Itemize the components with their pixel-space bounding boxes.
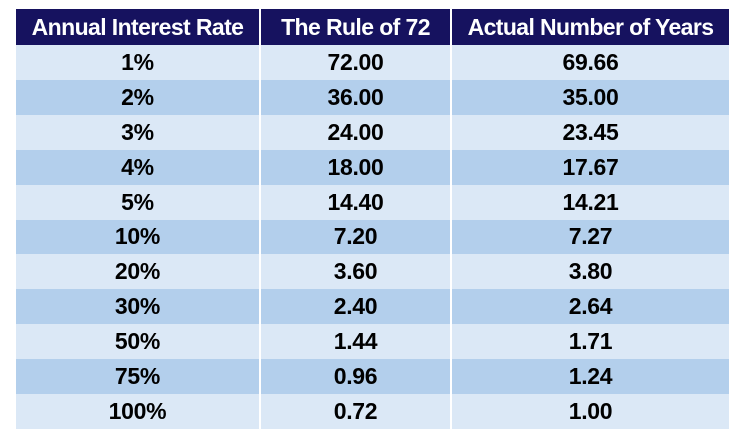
cell-interest-rate: 20% [16, 254, 261, 290]
header-rule-of-72: The Rule of 72 [261, 9, 452, 45]
cell-interest-rate: 3% [16, 114, 261, 150]
cell-rule-of-72: 24.00 [261, 114, 452, 150]
table-row: 75% 0.96 1.24 [16, 359, 729, 395]
rule-of-72-table: Annual Interest Rate The Rule of 72 Actu… [16, 9, 729, 429]
cell-actual-years: 69.66 [452, 45, 729, 80]
cell-rule-of-72: 36.00 [261, 79, 452, 115]
cell-interest-rate: 75% [16, 359, 261, 395]
cell-rule-of-72: 18.00 [261, 149, 452, 185]
table-row: 3% 24.00 23.45 [16, 114, 729, 150]
cell-rule-of-72: 1.44 [261, 324, 452, 360]
table-row: 30% 2.40 2.64 [16, 289, 729, 325]
cell-actual-years: 2.64 [452, 289, 729, 325]
cell-rule-of-72: 7.20 [261, 219, 452, 255]
cell-actual-years: 23.45 [452, 114, 729, 150]
header-annual-interest-rate: Annual Interest Rate [16, 9, 261, 45]
cell-rule-of-72: 72.00 [261, 45, 452, 80]
cell-interest-rate: 10% [16, 219, 261, 255]
cell-rule-of-72: 0.72 [261, 394, 452, 429]
table-row: 100% 0.72 1.00 [16, 394, 729, 429]
cell-rule-of-72: 0.96 [261, 359, 452, 395]
cell-rule-of-72: 14.40 [261, 184, 452, 220]
cell-interest-rate: 1% [16, 45, 261, 80]
cell-actual-years: 35.00 [452, 79, 729, 115]
table-row: 4% 18.00 17.67 [16, 149, 729, 185]
table-row: 5% 14.40 14.21 [16, 184, 729, 220]
cell-actual-years: 3.80 [452, 254, 729, 290]
header-actual-number-of-years: Actual Number of Years [452, 9, 729, 45]
cell-actual-years: 1.71 [452, 324, 729, 360]
cell-rule-of-72: 2.40 [261, 289, 452, 325]
cell-rule-of-72: 3.60 [261, 254, 452, 290]
table-header: Annual Interest Rate The Rule of 72 Actu… [16, 9, 729, 45]
cell-actual-years: 1.00 [452, 394, 729, 429]
table-row: 50% 1.44 1.71 [16, 324, 729, 360]
header-row: Annual Interest Rate The Rule of 72 Actu… [16, 9, 729, 45]
cell-interest-rate: 5% [16, 184, 261, 220]
cell-interest-rate: 50% [16, 324, 261, 360]
cell-actual-years: 14.21 [452, 184, 729, 220]
cell-interest-rate: 2% [16, 79, 261, 115]
cell-actual-years: 7.27 [452, 219, 729, 255]
cell-interest-rate: 30% [16, 289, 261, 325]
cell-actual-years: 1.24 [452, 359, 729, 395]
cell-actual-years: 17.67 [452, 149, 729, 185]
cell-interest-rate: 4% [16, 149, 261, 185]
table-row: 10% 7.20 7.27 [16, 219, 729, 255]
table-row: 20% 3.60 3.80 [16, 254, 729, 290]
table-row: 2% 36.00 35.00 [16, 79, 729, 115]
rule-of-72-table-container: Annual Interest Rate The Rule of 72 Actu… [16, 9, 729, 429]
cell-interest-rate: 100% [16, 394, 261, 429]
table-body: 1% 72.00 69.66 2% 36.00 35.00 3% 24.00 2… [16, 45, 729, 429]
table-row: 1% 72.00 69.66 [16, 45, 729, 80]
